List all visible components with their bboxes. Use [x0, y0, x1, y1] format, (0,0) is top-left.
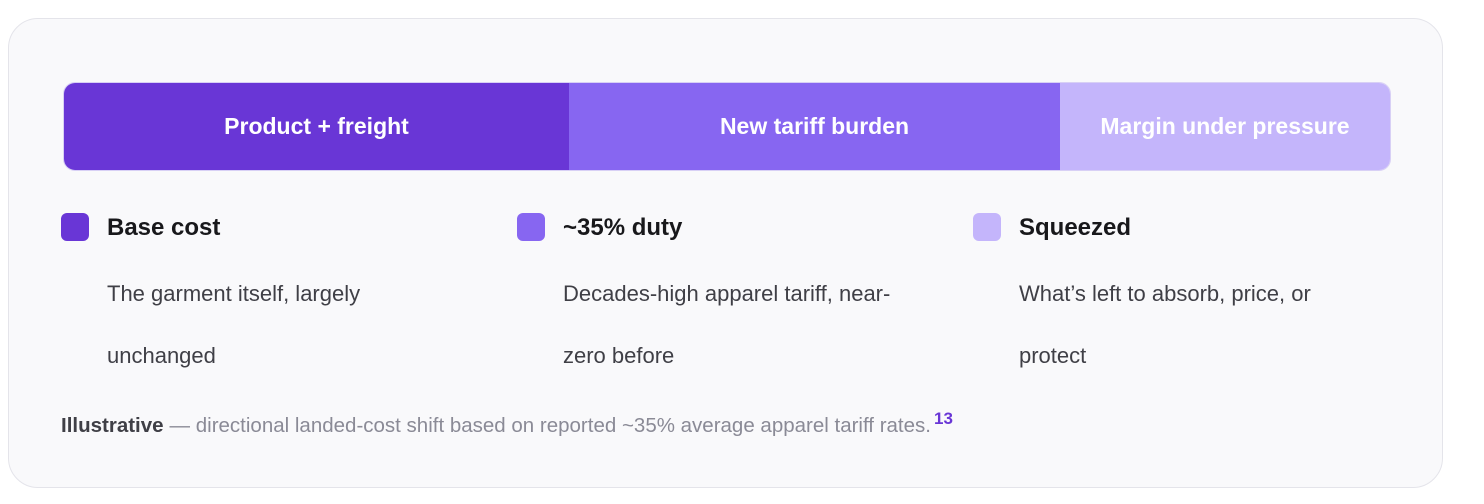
legend-title: Squeezed: [1019, 214, 1132, 241]
legend-swatch: [61, 213, 89, 241]
card: Product + freight New tariff burden Marg…: [8, 18, 1443, 488]
legend-description: The garment itself, largely unchanged: [107, 281, 361, 368]
legend-description: Decades-high apparel tariff, near-zero b…: [563, 281, 891, 368]
legend-title: ~35% duty: [563, 214, 683, 241]
bar-segment: New tariff burden: [569, 83, 1060, 170]
footnote-text: — directional landed-cost shift based on…: [169, 413, 931, 437]
legend-swatch: [973, 213, 1001, 241]
cost-bar: Product + freight New tariff burden Marg…: [63, 82, 1391, 171]
legend-swatch: [517, 213, 545, 241]
bar-segment: Product + freight: [64, 83, 569, 170]
bar-segment: Margin under pressure: [1060, 83, 1390, 170]
footnote-reference[interactable]: 13: [933, 409, 953, 428]
footnote: Illustrative — directional landed-cost sh…: [61, 409, 953, 438]
footnote-label: Illustrative: [61, 413, 164, 437]
legend-title: Base cost: [107, 214, 221, 241]
legend-description: What’s left to absorb, price, or protect: [1019, 281, 1311, 368]
